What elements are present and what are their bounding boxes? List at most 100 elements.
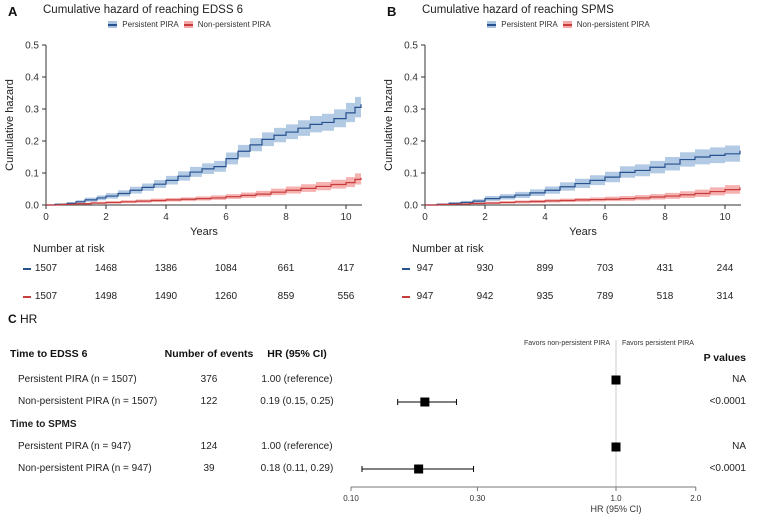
y-tick-label: 0.5 xyxy=(25,41,39,52)
forest-hr-marker xyxy=(420,397,430,407)
hr-axis-tick-label: 2.0 xyxy=(690,494,702,503)
legend-label-nonpersistent: Non-persistent PIRA xyxy=(576,20,650,29)
forest-hr-marker xyxy=(611,375,621,385)
hr-axis-tick-label: 0.30 xyxy=(470,494,486,503)
risk-count: 935 xyxy=(536,291,554,302)
risk-count: 789 xyxy=(596,291,614,302)
hr-table-events: 124 xyxy=(200,441,218,452)
hr-table-pvalue: <0.0001 xyxy=(709,396,746,407)
forest-plot: 0.10 0.30 1.0 2.0 HR (95% CI) xyxy=(343,340,702,514)
panel-b-letter: B xyxy=(387,4,397,19)
hazard-curve xyxy=(46,177,362,206)
panel-b-title: Cumulative hazard of reaching SPMS xyxy=(422,4,614,16)
risk-count: 1386 xyxy=(154,263,178,274)
panel-a-letter: A xyxy=(8,4,18,19)
col-header-pvalues: P values xyxy=(703,352,746,364)
hr-table-pvalue: NA xyxy=(732,441,746,452)
legend-label-persistent: Persistent PIRA xyxy=(501,20,558,29)
col-header-group: Time to EDSS 6 xyxy=(10,348,88,360)
risk-count: 1490 xyxy=(154,291,178,302)
y-tick-label: 0.2 xyxy=(404,137,418,148)
panel-c-letter: C HR xyxy=(8,312,38,326)
hr-table-events: 122 xyxy=(200,396,218,407)
ci-ribbon xyxy=(425,182,740,205)
risk-count: 556 xyxy=(337,291,355,302)
risk-count: 942 xyxy=(476,291,494,302)
y-tick-label: 0.4 xyxy=(25,73,39,84)
x-tick-label: 10 xyxy=(340,212,352,223)
risk-count: 431 xyxy=(656,263,674,274)
x-tick-label: 6 xyxy=(602,212,608,223)
panel-a-title: Cumulative hazard of reaching EDSS 6 xyxy=(43,4,244,16)
hr-table-row-label: Non-persistent PIRA (n = 947) xyxy=(18,463,152,474)
risk-count: 899 xyxy=(536,263,554,274)
legend-key-persistent-icon xyxy=(108,21,118,28)
risk-count: 1468 xyxy=(94,263,118,274)
x-tick-label: 10 xyxy=(719,212,731,223)
favors-right-label: Favors persistent PIRA xyxy=(622,340,694,347)
risk-count: 703 xyxy=(596,263,614,274)
hr-axis-tick-label: 0.10 xyxy=(343,494,359,503)
legend-key-nonpersistent-icon xyxy=(562,21,572,28)
x-tick-label: 4 xyxy=(542,212,548,223)
hr-table-hr-ci: 0.18 (0.11, 0.29) xyxy=(260,463,334,474)
forest-hr-marker xyxy=(414,464,424,474)
hr-table-row-label: Non-persistent PIRA (n = 1507) xyxy=(18,396,158,407)
y-tick-label: 0.3 xyxy=(404,105,418,116)
hazard-curve xyxy=(425,187,741,206)
risk-count: 947 xyxy=(416,263,434,274)
risk-count: 661 xyxy=(277,263,295,274)
x-tick-label: 2 xyxy=(103,212,109,223)
y-tick-label: 0.0 xyxy=(25,201,39,212)
x-tick-label: 0 xyxy=(422,212,428,223)
x-tick-label: 8 xyxy=(283,212,289,223)
y-tick-label: 0.5 xyxy=(404,41,418,52)
col-header-events: Number of events xyxy=(164,348,254,360)
y-axis-title: Cumulative hazard xyxy=(383,79,395,171)
x-tick-label: 8 xyxy=(662,212,668,223)
hr-table-group-header: Time to SPMS xyxy=(10,419,77,430)
hr-axis-tick-label: 1.0 xyxy=(610,494,622,503)
risk-count: 1260 xyxy=(214,291,238,302)
hr-table-row-label: Persistent PIRA (n = 947) xyxy=(18,441,132,452)
risk-count: 314 xyxy=(716,291,734,302)
panel-b-risk-heading: Number at risk xyxy=(412,243,484,255)
risk-count: 1507 xyxy=(34,263,58,274)
hr-table-events: 39 xyxy=(203,463,215,474)
risk-count: 1507 xyxy=(34,291,58,302)
legend-label-nonpersistent: Non-persistent PIRA xyxy=(197,20,271,29)
x-tick-label: 4 xyxy=(163,212,169,223)
y-tick-label: 0.1 xyxy=(404,169,418,180)
legend-label-persistent: Persistent PIRA xyxy=(122,20,179,29)
risk-group-dash-icon xyxy=(23,268,31,270)
x-tick-label: 0 xyxy=(43,212,49,223)
risk-group-dash-icon xyxy=(402,268,410,270)
y-tick-label: 0.4 xyxy=(404,73,418,84)
x-tick-label: 2 xyxy=(482,212,488,223)
hr-table-hr-ci: 0.19 (0.15, 0.25) xyxy=(260,396,334,407)
hr-table-pvalue: NA xyxy=(732,374,746,385)
y-axis-title: Cumulative hazard xyxy=(4,79,16,171)
y-tick-label: 0.3 xyxy=(25,105,39,116)
hr-table-row-label: Persistent PIRA (n = 1507) xyxy=(18,374,137,385)
hr-table-events: 376 xyxy=(200,374,218,385)
hr-axis-title: HR (95% CI) xyxy=(590,504,641,514)
panel-a-legend: Persistent PIRA Non-persistent PIRA xyxy=(0,20,379,29)
y-tick-label: 0.0 xyxy=(404,201,418,212)
col-header-hr: HR (95% CI) xyxy=(267,348,327,360)
risk-count: 244 xyxy=(716,263,734,274)
y-tick-label: 0.1 xyxy=(25,169,39,180)
risk-count: 1498 xyxy=(94,291,118,302)
favors-left-label: Favors non-persistent PIRA xyxy=(524,340,610,347)
x-axis-title: Years xyxy=(569,226,597,238)
y-tick-label: 0.2 xyxy=(25,137,39,148)
hazard-curve xyxy=(425,150,741,206)
x-axis-title: Years xyxy=(190,226,218,238)
hr-table-pvalue: <0.0001 xyxy=(709,463,746,474)
risk-count: 417 xyxy=(337,263,355,274)
hr-table-hr-ci: 1.00 (reference) xyxy=(261,441,333,452)
risk-count: 930 xyxy=(476,263,494,274)
risk-count: 518 xyxy=(656,291,674,302)
panel-a-plot: 0.0 0.1 0.2 0.3 0.4 0.5 0 2 4 6 8 10 Years Cumulative… xyxy=(4,41,362,238)
